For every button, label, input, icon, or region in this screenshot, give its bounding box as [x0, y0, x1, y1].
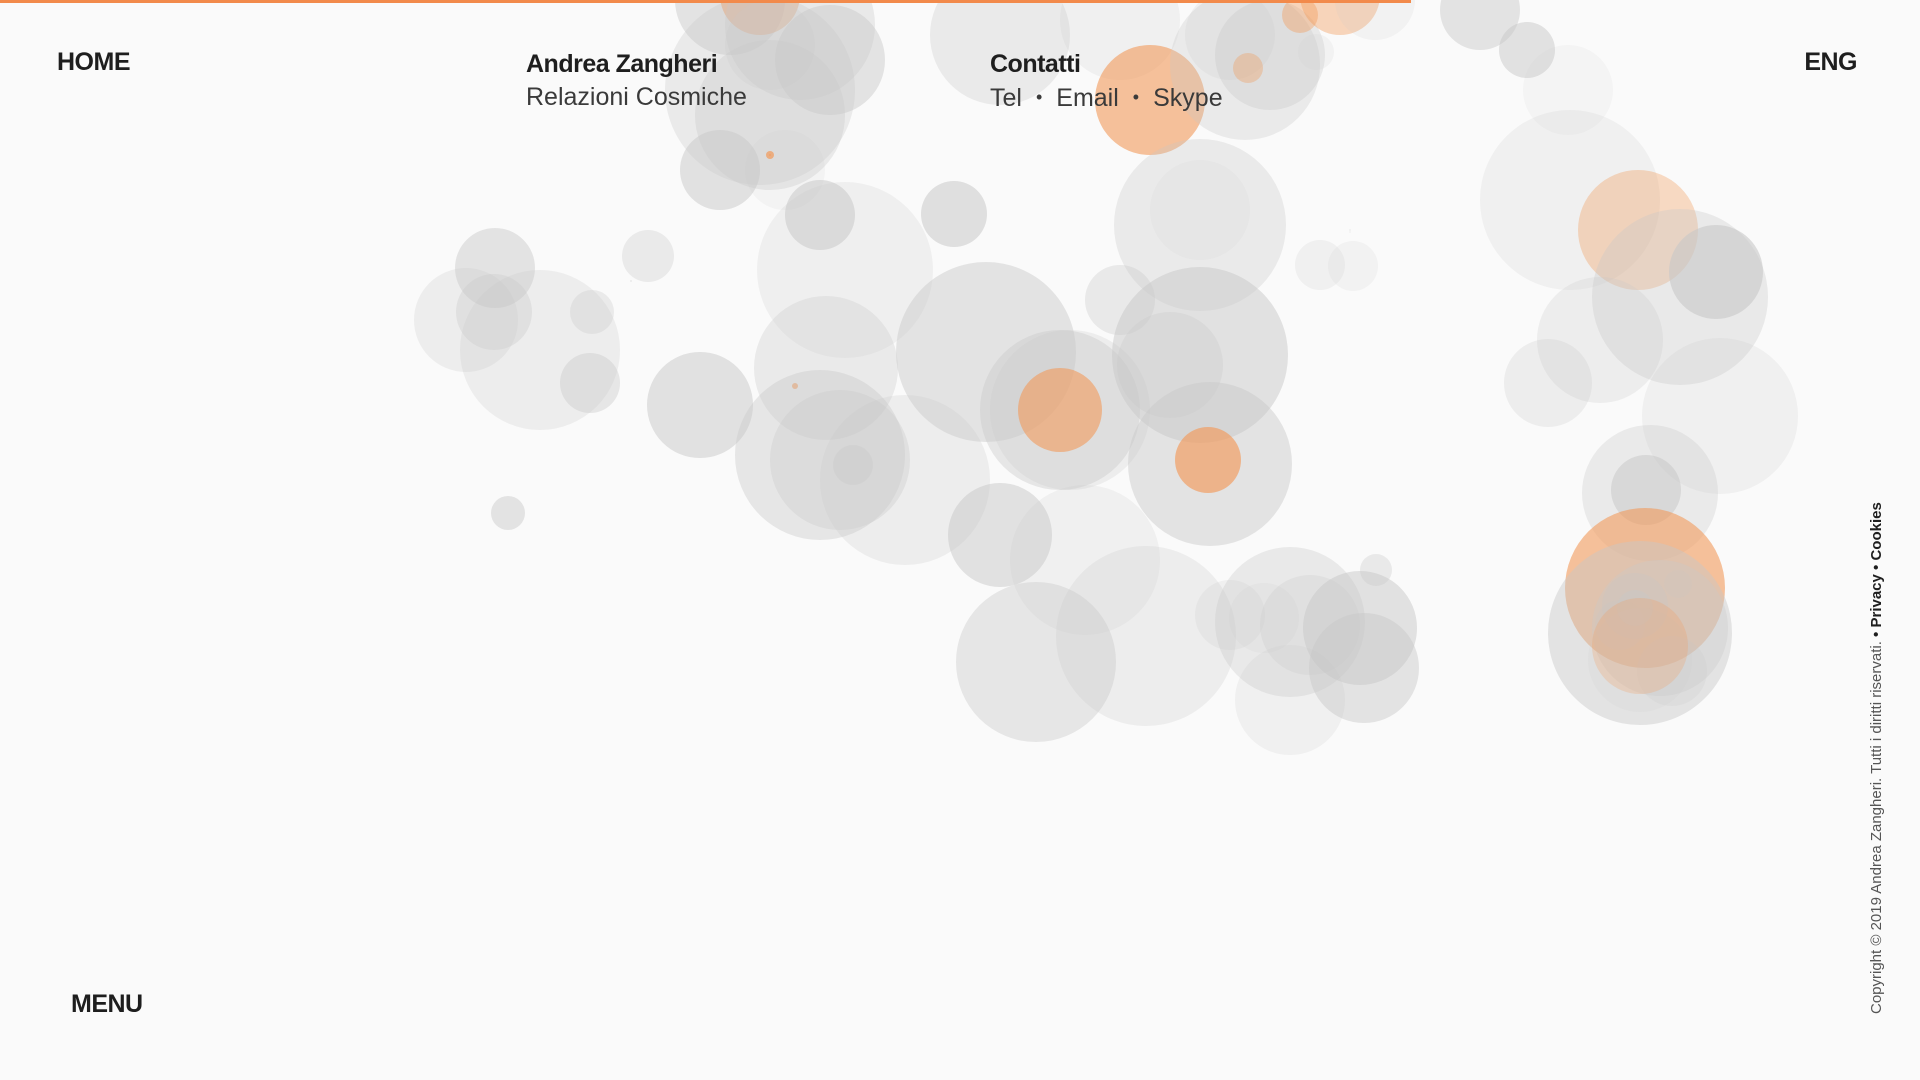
grey-bubble: [921, 181, 987, 247]
grey-bubble: [680, 130, 760, 210]
grey-bubble: [1328, 241, 1378, 291]
copyright-text: Copyright © 2019 Andrea Zangheri. Tutti …: [1868, 641, 1885, 1014]
skype-link[interactable]: Skype: [1153, 84, 1223, 112]
site-tagline: Relazioni Cosmiche: [526, 83, 747, 111]
grey-bubble: [1112, 267, 1288, 443]
orange-bubble: [1282, 0, 1318, 33]
orange-bubble: [1233, 53, 1263, 83]
orange-bubble: [1592, 598, 1688, 694]
orange-bubble: [766, 151, 774, 159]
grey-bubble: [1185, 0, 1275, 80]
grey-bubble: [570, 290, 614, 334]
orange-bubble: [1175, 427, 1241, 493]
grey-bubble: [948, 483, 1052, 587]
grey-bubble: [1664, 570, 1692, 598]
grey-bubble: [725, 0, 875, 100]
grey-bubble: [1440, 0, 1520, 50]
grey-bubble: [1117, 312, 1223, 418]
grey-bubble: [735, 370, 905, 540]
grey-bubble: [622, 230, 674, 282]
grey-bubble: [770, 390, 910, 530]
grey-bubble: [414, 268, 518, 372]
contacts-title: Contatti: [990, 50, 1081, 78]
grey-bubble: [491, 496, 525, 530]
scroll-progress-bar: [0, 0, 1920, 3]
email-link[interactable]: Email: [1056, 84, 1119, 112]
grey-bubble: [1499, 22, 1555, 78]
grey-bubble: [1170, 0, 1320, 140]
separator-dot: •: [1035, 87, 1043, 107]
orange-bubble: [1565, 508, 1725, 668]
orange-bubble: [720, 0, 800, 35]
author-name[interactable]: Andrea Zangheri: [526, 50, 718, 78]
grey-bubble: [757, 182, 933, 358]
grey-bubble: [956, 582, 1116, 742]
grey-bubble: [754, 296, 898, 440]
cookies-link[interactable]: • Cookies: [1868, 502, 1885, 570]
grey-bubble: [775, 5, 885, 115]
orange-bubble: [1095, 45, 1205, 155]
orange-bubble: [1578, 170, 1698, 290]
grey-bubble: [833, 445, 873, 485]
grey-bubble: [1669, 225, 1763, 319]
grey-bubble: [1602, 573, 1668, 639]
orange-bubble: [1300, 0, 1380, 35]
grey-bubble: [1114, 139, 1286, 311]
grey-bubble: [1195, 580, 1265, 650]
grey-bubble: [1303, 571, 1417, 685]
grey-bubble: [1537, 277, 1663, 403]
site-identity: Andrea Zangheri Relazioni Cosmiche: [526, 48, 747, 114]
grey-bubble: [1588, 608, 1692, 712]
privacy-link[interactable]: • Privacy: [1868, 574, 1885, 637]
grey-bubble: [455, 228, 535, 308]
grey-bubble: [1335, 0, 1415, 40]
contacts-links: Tel • Email • Skype: [990, 80, 1223, 115]
grey-bubble: [1360, 554, 1392, 586]
orange-bubble: [1018, 368, 1102, 452]
separator-dot: •: [1132, 87, 1140, 107]
grey-bubble: [1480, 110, 1660, 290]
contacts-block: Contatti Tel • Email • Skype: [990, 48, 1223, 115]
grey-bubble: [1295, 240, 1345, 290]
grey-bubble: [1309, 613, 1419, 723]
grey-bubble: [1617, 590, 1653, 626]
grey-bubble: [1010, 485, 1160, 635]
tel-link[interactable]: Tel: [990, 84, 1022, 112]
home-link[interactable]: HOME: [57, 48, 131, 76]
grey-bubble: [785, 180, 855, 250]
grey-bubble: [930, 0, 1070, 105]
grey-bubble: [1085, 265, 1155, 335]
grey-bubble: [1150, 160, 1250, 260]
legal-footer: Copyright © 2019 Andrea Zangheri. Tutti …: [1868, 502, 1885, 1014]
grey-bubble: [560, 353, 620, 413]
grey-bubble: [460, 270, 620, 430]
grey-bubble: [1215, 0, 1325, 110]
grey-bubble: [1229, 583, 1299, 653]
grey-bubble: [630, 280, 632, 282]
grey-bubble: [1298, 34, 1334, 70]
grey-bubble: [1504, 339, 1592, 427]
language-switch[interactable]: ENG: [1804, 48, 1857, 76]
grey-bubble: [1595, 600, 1645, 650]
grey-bubble: [456, 274, 532, 350]
menu-button[interactable]: MENU: [71, 990, 143, 1018]
grey-bubble: [725, 0, 815, 90]
grey-bubble: [1056, 546, 1236, 726]
grey-bubble: [1235, 645, 1345, 755]
grey-bubble: [1611, 455, 1681, 525]
grey-bubble: [647, 352, 753, 458]
grey-bubble: [1642, 338, 1798, 494]
grey-bubble: [1349, 229, 1351, 231]
grey-bubble: [1523, 45, 1613, 135]
orange-bubble: [792, 383, 798, 389]
grey-bubble: [1637, 636, 1707, 706]
grey-bubble: [1548, 541, 1732, 725]
grey-bubble: [1592, 560, 1728, 696]
grey-bubble: [1349, 231, 1351, 233]
scroll-progress-fill: [0, 0, 1412, 3]
grey-bubble: [820, 395, 990, 565]
